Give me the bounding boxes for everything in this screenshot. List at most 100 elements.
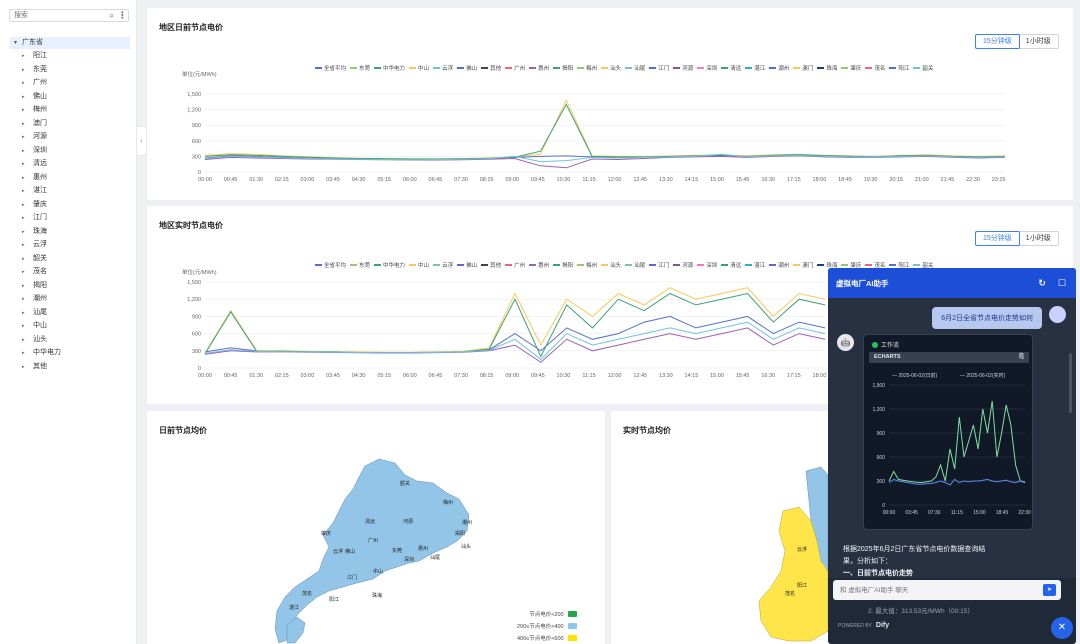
send-icon[interactable]: ➤ [1043,584,1056,596]
tab-1hour[interactable]: 1小时级 [1025,38,1051,45]
legend-item[interactable]: 梅州 [577,64,597,72]
legend-item[interactable]: 清远 [721,64,741,72]
tree-item[interactable]: ▸ 佛山 [10,90,130,104]
legend-item[interactable]: 东莞 [350,261,370,269]
legend-item[interactable]: 肇庆 [841,64,861,72]
legend-item[interactable]: 广州 [505,64,525,72]
legend-item[interactable]: 澳门 [793,64,813,72]
series-line[interactable] [204,292,826,358]
tree-root-guangdong[interactable]: ▾ 广东省 [10,37,130,49]
caret-right-icon[interactable]: ▸ [22,255,25,262]
legend-item[interactable]: 茂名 [865,64,885,72]
tree-item[interactable]: ▸ 东莞 [10,63,130,77]
legend-item[interactable]: 中山 [409,261,429,269]
caret-right-icon[interactable]: ▸ [22,350,25,356]
workflow-status[interactable]: 工作流 [872,340,899,349]
tree-item[interactable]: ▸ 阳江 [10,49,130,63]
tree-item[interactable]: ▸ 河源 [10,130,130,144]
legend-item[interactable]: 河源 [673,261,693,269]
tree-item[interactable]: ▸ 肇庆 [10,198,130,212]
legend-item[interactable]: 汕头 [601,261,621,269]
chat-input[interactable] [833,580,1033,600]
caret-right-icon[interactable]: ▸ [22,242,25,248]
series-line[interactable] [204,99,1006,160]
caret-right-icon[interactable]: ▸ [22,161,25,167]
caret-right-icon[interactable]: ▸ [22,120,25,127]
legend-item[interactable]: 佛山 [457,64,477,72]
tree-item[interactable]: ▸ 韶关 [10,252,130,266]
series-line[interactable] [888,478,1026,486]
caret-right-icon[interactable]: ▸ [22,269,25,275]
legend-item[interactable]: 潮州 [769,64,789,72]
legend-item[interactable]: 中山 [409,64,429,72]
legend-item[interactable]: 揭阳 [553,64,573,72]
tree-item[interactable]: ▸ 深圳 [10,144,130,158]
tab-15min[interactable]: 15分钟级 [975,231,1020,246]
map-region[interactable] [274,458,470,644]
legend-item[interactable]: 澳门 [793,261,813,269]
caret-right-icon[interactable]: ▸ [22,53,25,59]
legend-item[interactable]: 珠海 [817,64,837,72]
tab-1hour[interactable]: 1小时级 [1025,235,1051,242]
caret-right-icon[interactable]: ▸ [22,323,25,329]
tree-item[interactable]: ▸ 潮州 [10,292,130,306]
legend-item[interactable]: 潮州 [769,261,789,269]
close-icon[interactable]: ✕ [1051,617,1073,639]
legend-item[interactable]: 湛江 [745,64,765,72]
legend-item[interactable]: 揭阳 [553,261,573,269]
legend-item[interactable]: 东莞 [350,64,370,72]
tree-item[interactable]: ▸ 湛江 [10,184,130,198]
legend-item[interactable]: 江门 [649,64,669,72]
tree-item[interactable]: ▸ 茂名 [10,265,130,279]
caret-right-icon[interactable]: ▸ [22,363,25,370]
refresh-icon[interactable]: ↻ [1038,278,1046,288]
tree-item[interactable]: ▸ 梅州 [10,103,130,117]
tree-item[interactable]: ▸ 中华电力 [10,346,130,360]
map-region[interactable] [286,616,306,644]
caret-right-icon[interactable]: ▸ [22,66,25,73]
legend-item[interactable]: 清远 [721,261,741,269]
legend-item[interactable]: 湛江 [745,261,765,269]
legend-item[interactable]: 阳江 [889,261,909,269]
caret-right-icon[interactable]: ▸ [22,147,25,154]
legend-item[interactable]: 茂名 [865,261,885,269]
tree-item[interactable]: ▸ 汕尾 [10,306,130,320]
legend-item[interactable]: 中华电力 [374,64,405,72]
caret-right-icon[interactable]: ▸ [22,93,25,100]
tree-item[interactable]: ▸ 惠州 [10,171,130,185]
chat-bubble-icon[interactable]: ☐ [1057,278,1066,288]
legend-item[interactable]: 云浮 [433,261,453,269]
legend-item[interactable]: 全省平均 [315,261,346,269]
legend-item[interactable]: 汕头 [601,64,621,72]
chat-scrollbar[interactable] [1069,353,1072,413]
tree-item[interactable]: ▸ 揭阳 [10,279,130,293]
legend-item[interactable]: 广州 [505,261,525,269]
legend-item[interactable]: 深圳 [697,261,717,269]
legend-item[interactable]: 河源 [673,64,693,72]
tree-item[interactable]: ▸ 清远 [10,157,130,171]
tree-item[interactable]: ▸ 其他 [10,360,130,374]
caret-right-icon[interactable]: ▸ [22,107,25,113]
more-vertical-icon[interactable]: ⋮ [118,10,127,20]
caret-right-icon[interactable]: ▸ [22,80,25,86]
tree-item[interactable]: ▸ 广州 [10,76,130,90]
legend-item[interactable]: 江门 [649,261,669,269]
caret-right-icon[interactable]: ▸ [22,188,25,194]
legend-item[interactable]: 肇庆 [841,261,861,269]
legend-item[interactable]: 韶关 [913,64,933,72]
caret-right-icon[interactable]: ▸ [22,336,25,343]
legend-item[interactable]: 珠海 [817,261,837,269]
collapse-sidebar-button[interactable]: ‹ [137,126,147,156]
tab-15min[interactable]: 15分钟级 [975,34,1020,49]
caret-right-icon[interactable]: ▸ [22,201,25,208]
legend-item[interactable]: 其他 [481,64,501,72]
caret-right-icon[interactable]: ▸ [22,134,25,140]
caret-right-icon[interactable]: ▸ [22,309,25,316]
series-line[interactable] [204,315,826,353]
series-line[interactable] [204,153,1006,163]
legend-item[interactable]: 阳江 [889,64,909,72]
legend-item[interactable]: 深圳 [697,64,717,72]
series-line[interactable] [204,287,826,354]
tree-item[interactable]: ▸ 中山 [10,319,130,333]
legend-item[interactable]: 惠州 [529,64,549,72]
